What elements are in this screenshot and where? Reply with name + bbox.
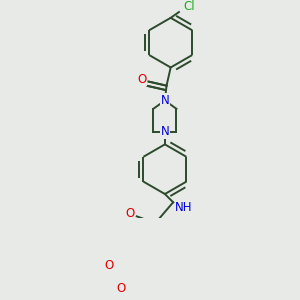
Text: Cl: Cl [183,0,195,13]
Text: O: O [125,207,135,220]
Text: O: O [104,259,113,272]
Text: NH: NH [175,201,193,214]
Text: N: N [160,125,169,139]
Text: O: O [116,282,126,295]
Text: O: O [137,73,146,85]
Text: N: N [160,94,169,107]
